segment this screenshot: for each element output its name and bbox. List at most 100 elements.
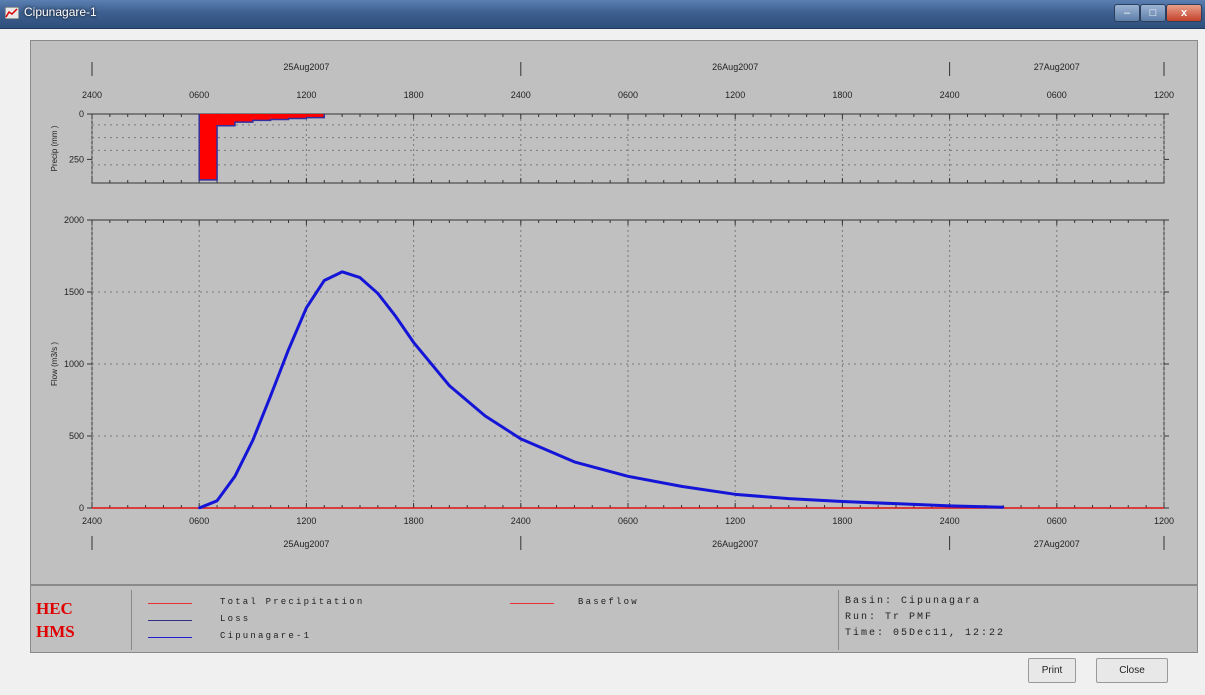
date-label-bottom: 26Aug2007 xyxy=(712,539,758,549)
flow-data-point xyxy=(948,504,951,508)
flow-data-point xyxy=(269,394,272,397)
close-button[interactable]: Close xyxy=(1096,658,1168,683)
flow-ytick-label: 1000 xyxy=(64,359,84,369)
window-titlebar[interactable]: Cipunagare-1 – □ x xyxy=(0,0,1205,29)
flow-axis-label: Flow (m3/s ) xyxy=(50,342,59,386)
legend-line-loss xyxy=(148,620,192,622)
flow-data-point xyxy=(734,493,737,496)
time-tick-label-top: 1800 xyxy=(832,90,852,100)
time-tick-label-top: 1200 xyxy=(296,90,316,100)
info-run-key: Run: xyxy=(845,612,878,623)
time-tick-label-top: 0600 xyxy=(618,90,638,100)
time-tick-label-top: 1200 xyxy=(725,90,745,100)
time-tick-label-top: 0600 xyxy=(1047,90,1067,100)
minimize-button[interactable]: – xyxy=(1114,4,1140,22)
flow-ytick-label: 2000 xyxy=(64,215,84,225)
info-run-value: Tr PMF xyxy=(885,612,934,623)
flow-data-point xyxy=(340,270,344,274)
flow-data-point xyxy=(215,499,219,502)
flow-data-point xyxy=(787,497,790,500)
precip-bar xyxy=(270,114,289,120)
info-time: Time: 05Dec11, 12:22 xyxy=(845,628,1005,639)
flow-data-point xyxy=(287,348,290,351)
flow-data-point xyxy=(841,500,844,503)
time-tick-label-top: 1800 xyxy=(404,90,424,100)
time-tick-label-bottom: 0600 xyxy=(189,516,209,526)
flow-data-point xyxy=(519,437,522,441)
precip-bar xyxy=(199,114,218,180)
time-tick-label-bottom: 1800 xyxy=(404,516,424,526)
legend-divider xyxy=(131,590,132,650)
info-divider xyxy=(838,590,839,650)
time-tick-label-top: 2400 xyxy=(82,90,102,100)
date-label-top: 25Aug2007 xyxy=(283,62,329,72)
flow-data-point xyxy=(198,506,201,510)
time-tick-label-top: 0600 xyxy=(189,90,209,100)
info-time-key: Time: xyxy=(845,628,886,639)
hec-hms-logo: HEC HMS xyxy=(36,597,116,643)
window-title: Cipunagare-1 xyxy=(24,5,97,19)
time-tick-label-bottom: 1200 xyxy=(296,516,316,526)
info-run: Run: Tr PMF xyxy=(845,612,933,623)
legend-panel xyxy=(30,585,1198,653)
flow-data-point xyxy=(305,306,308,310)
precip-bar xyxy=(288,114,307,119)
time-tick-label-bottom: 1200 xyxy=(725,516,745,526)
legend-line-total-precipitation xyxy=(148,603,192,605)
time-tick-label-bottom: 1200 xyxy=(1154,516,1174,526)
flow-data-point xyxy=(323,279,326,282)
precip-bar xyxy=(306,114,325,118)
loss-series-line xyxy=(198,114,326,181)
info-basin: Basin: Cipunagara xyxy=(845,596,981,607)
info-time-value: 05Dec11, 12:22 xyxy=(893,628,1006,639)
legend-label-total-precipitation: Total Precipitation xyxy=(220,597,365,607)
flow-data-point xyxy=(680,485,683,488)
date-label-top: 27Aug2007 xyxy=(1034,62,1080,72)
flow-ytick-label: 500 xyxy=(69,431,84,441)
time-tick-label-bottom: 2400 xyxy=(82,516,102,526)
flow-data-point xyxy=(894,502,898,505)
precip-axis-label: Precip (mm ) xyxy=(50,125,59,171)
legend-line-baseflow xyxy=(510,603,554,605)
flow-data-point xyxy=(448,384,451,387)
flow-data-point xyxy=(483,414,487,418)
time-tick-label-bottom: 0600 xyxy=(618,516,638,526)
precip-ytick-label: 250 xyxy=(69,154,84,164)
info-basin-value: Cipunagara xyxy=(901,596,982,607)
flow-data-point xyxy=(1002,506,1005,509)
flow-data-point xyxy=(376,292,380,295)
logo-line-hms: HMS xyxy=(36,622,75,641)
time-tick-label-bottom: 0600 xyxy=(1047,516,1067,526)
flow-data-point xyxy=(358,276,362,279)
maximize-button[interactable]: □ xyxy=(1140,4,1166,22)
legend-label-baseflow: Baseflow xyxy=(578,597,639,607)
precip-bar xyxy=(217,114,235,126)
close-window-button[interactable]: x xyxy=(1166,4,1202,22)
legend-label-loss: Loss xyxy=(220,614,251,624)
flow-data-point xyxy=(233,475,237,478)
hydrograph-chart: 2400 2400 0600 0600 1200 1200 1800 1800 2400 2400… xyxy=(50,62,1174,550)
flow-data-point xyxy=(251,439,254,442)
time-tick-label-top: 2400 xyxy=(940,90,960,100)
time-tick-label-top: 2400 xyxy=(511,90,531,100)
time-tick-label-top: 1200 xyxy=(1154,90,1174,100)
print-button[interactable]: Print xyxy=(1028,658,1076,683)
time-tick-label-bottom: 2400 xyxy=(940,516,960,526)
legend-label-cipunagare: Cipunagare-1 xyxy=(220,631,312,641)
precip-ytick-label: 0 xyxy=(79,109,84,119)
precip-bar xyxy=(252,114,271,121)
info-basin-key: Basin: xyxy=(845,596,894,607)
date-label-bottom: 25Aug2007 xyxy=(283,539,329,549)
logo-line-hec: HEC xyxy=(36,599,73,618)
legend-line-cipunagare xyxy=(148,637,192,639)
flow-ytick-label: 1500 xyxy=(64,287,84,297)
date-label-top: 26Aug2007 xyxy=(712,62,758,72)
flow-data-point xyxy=(412,341,415,344)
date-label-bottom: 27Aug2007 xyxy=(1034,539,1080,549)
time-tick-label-bottom: 1800 xyxy=(832,516,852,526)
flow-data-point xyxy=(394,315,397,318)
flow-data-point xyxy=(573,460,576,464)
flow-ytick-label: 0 xyxy=(79,503,84,513)
precip-bar xyxy=(234,114,253,123)
time-tick-label-bottom: 2400 xyxy=(511,516,531,526)
